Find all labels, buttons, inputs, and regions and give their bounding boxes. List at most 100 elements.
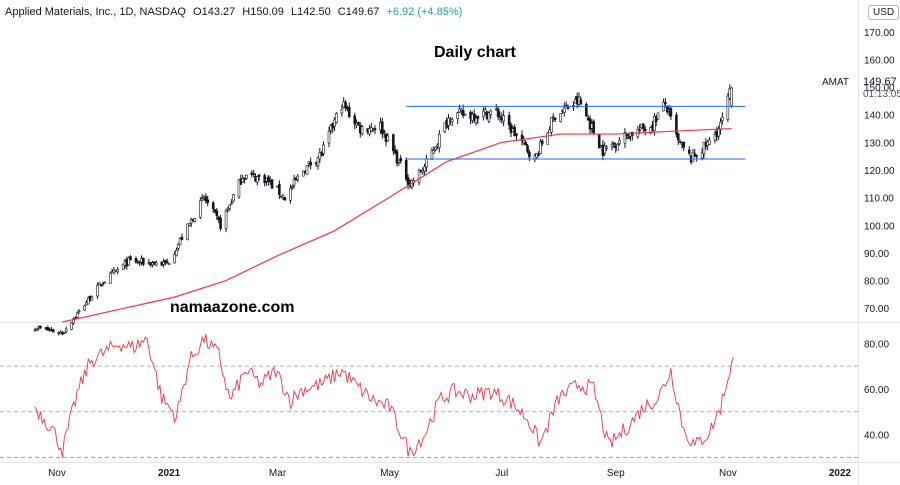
candle-body [382,130,386,133]
candle-body [483,109,487,113]
bar-countdown: 01:13:05 [863,89,900,100]
time-axis-label: Mar [269,468,287,479]
candle-body [450,119,454,122]
candle-body [70,322,73,330]
currency-button[interactable]: USD [868,5,900,20]
candle-body [270,179,274,189]
price-axis-label: 100.00 [864,221,895,232]
candle-body [404,159,408,180]
candle-body [211,202,215,210]
ohlc-open: O143.27 [193,6,236,18]
candle-body [700,152,704,159]
candle-body [524,142,527,146]
candle-body [344,101,347,109]
candle-body [551,116,555,118]
candle-body [507,114,511,126]
candle-body [717,128,720,137]
candle-body [553,117,557,121]
channel-lines-layer[interactable] [406,105,746,160]
price-axis-label: 150.00 [864,83,895,94]
candle-body [215,210,219,217]
candle-body [447,117,450,126]
candle-body [721,116,724,121]
candle-body [241,178,244,183]
candle-body [121,263,125,270]
candle-body [656,112,660,120]
candle-body [585,104,588,117]
candle-body [301,170,305,177]
candle-body [167,262,171,266]
candle-body [309,161,312,166]
candle-body [487,112,491,122]
candle-body [186,223,189,240]
candle-body [64,328,68,333]
candle-body [340,109,344,114]
candle-body [522,139,526,144]
candle-body [579,99,583,105]
candle-body [597,134,601,149]
candle-body [610,144,614,148]
ohlc-low: L142.50 [290,6,331,18]
candle-body [489,110,493,115]
candle-body [97,282,101,285]
candle-body [618,140,621,144]
candlestick-series [33,84,733,336]
rsi-line [34,334,734,458]
candle-body [219,217,222,229]
candle-body [116,269,119,273]
candle-body [199,200,202,218]
candle-body [77,309,81,312]
candle-body [397,159,401,163]
candle-body [228,204,232,209]
candle-body [204,196,208,202]
candle-body [52,329,55,333]
time-axis-label: 2021 [158,468,181,479]
candle-body [127,257,130,266]
candle-body [101,283,105,285]
candle-body [528,151,531,158]
candle-body [357,122,360,125]
rsi-reference-lines [0,365,858,458]
candle-body [257,174,261,177]
candle-body [237,179,241,198]
rsi-axis-label: 80.00 [864,339,889,350]
candle-body [335,113,338,123]
candle-body [726,95,730,120]
candle-body [164,259,167,263]
candle-body [278,184,281,195]
time-axis-label: 2022 [829,468,852,479]
candle-body [176,244,180,249]
candle-body [289,187,292,201]
symbol-header: Applied Materials, Inc., 1D, NASDAQ O143… [5,6,466,18]
price-axis-label: 110.00 [864,194,894,205]
price-axis-label: 130.00 [864,138,895,149]
candle-body [627,136,630,139]
candle-body [399,158,403,162]
rsi-axis-label: 60.00 [864,385,889,396]
candle-body [134,257,138,263]
candle-body [498,116,502,118]
ohlc-high: H150.09 [242,6,284,18]
price-axis-label: 160.00 [864,55,895,66]
candle-body [368,128,371,135]
candle-body [708,139,711,145]
watermark-text: namaazone.com [170,299,295,316]
price-axis-label: 120.00 [864,166,895,177]
candle-body [513,127,516,137]
candle-body [245,174,248,179]
candle-body [502,115,505,122]
candle-body [496,108,500,118]
candle-body [224,210,228,229]
symbol-title: Applied Materials, Inc., 1D, NASDAQ [5,6,186,18]
axes-layer: 170.00 160.00 150.00 140.00 130.00 120.00 110.… [48,28,895,479]
candle-body [638,129,641,132]
moving-average-layer [62,127,732,323]
candle-body [281,195,285,199]
ohlc-close: C149.67 [337,6,380,18]
price-axis-label: 140.00 [864,111,895,122]
candle-body [539,141,542,154]
price-change: +6.92 (+4.85%) [386,6,463,18]
